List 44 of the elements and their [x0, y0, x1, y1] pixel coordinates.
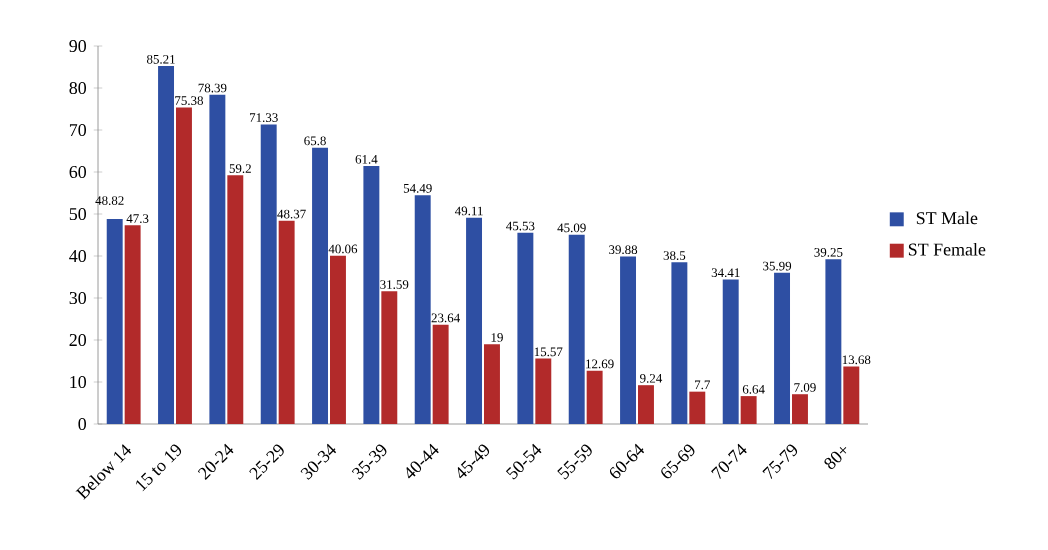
y-tick-label: 20	[69, 333, 87, 347]
bar	[517, 232, 534, 424]
bar	[774, 272, 791, 424]
y-tick-label: 80	[69, 81, 87, 95]
bar	[432, 324, 449, 424]
bar	[260, 124, 277, 424]
bar	[825, 259, 842, 424]
bar	[176, 107, 192, 424]
bar	[535, 358, 552, 424]
bar	[330, 255, 346, 424]
bar	[381, 291, 398, 424]
bar	[620, 256, 637, 424]
bar	[466, 217, 483, 424]
legend-label: ST Female	[908, 242, 986, 256]
y-tick-label: 60	[69, 165, 87, 179]
x-tick-label: 15 to 19	[135, 444, 182, 492]
bar	[586, 370, 603, 424]
bar	[671, 262, 688, 424]
y-tick-label: 40	[69, 249, 87, 263]
y-tick-label: 30	[69, 291, 87, 305]
y-tick-label: 90	[69, 39, 87, 53]
x-tick-label: 80+	[824, 446, 847, 470]
bar	[124, 225, 141, 424]
bar	[312, 147, 329, 424]
legend-label: ST Male	[916, 211, 978, 225]
bar	[363, 166, 380, 424]
bar	[568, 234, 585, 424]
bar	[843, 366, 860, 424]
bar	[722, 279, 739, 424]
bar	[227, 175, 244, 424]
bar	[414, 195, 431, 424]
bar	[209, 94, 226, 424]
bar	[484, 344, 500, 424]
y-tick-label: 0	[78, 417, 87, 431]
bar	[689, 391, 706, 424]
bar	[158, 66, 175, 424]
y-tick-label: 70	[69, 123, 87, 137]
bar	[792, 394, 808, 424]
bar	[278, 220, 295, 424]
bar	[106, 218, 123, 424]
bar	[638, 385, 654, 424]
y-tick-label: 50	[69, 207, 87, 221]
y-tick-label: 10	[70, 375, 87, 389]
bar	[740, 396, 757, 424]
